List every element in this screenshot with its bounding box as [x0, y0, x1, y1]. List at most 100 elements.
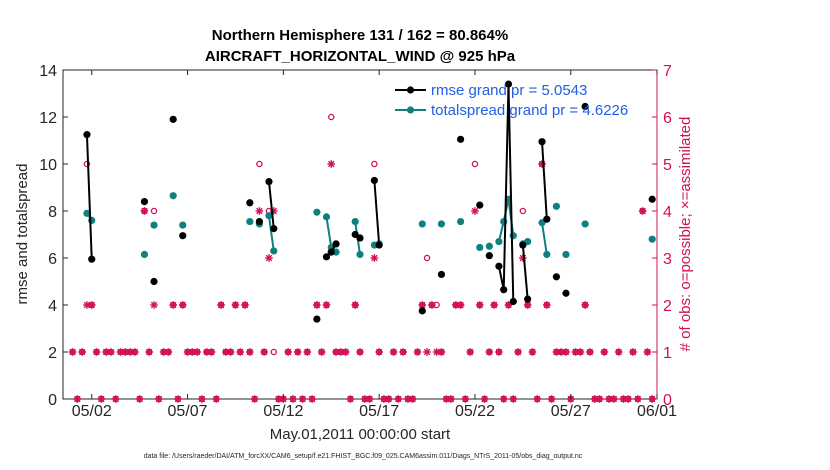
- rmse-point: [648, 195, 656, 203]
- obs-assimilated-stroke: [601, 348, 608, 356]
- obs-assimilated-stroke: [313, 301, 321, 309]
- obs-assimilated-marker: [83, 301, 91, 309]
- obs-assimilated-marker: [135, 395, 144, 403]
- obs-assimilated-marker: [447, 395, 455, 403]
- obs-possible-marker: [328, 113, 335, 121]
- obs-assimilated-marker: [222, 348, 230, 356]
- obs-assimilated-marker: [351, 301, 360, 309]
- obs-assimilated-marker: [384, 395, 393, 403]
- obs-assimilated-stroke: [237, 348, 244, 356]
- totalspread-line: [267, 215, 275, 252]
- obs-assimilated-stroke: [610, 395, 618, 403]
- obs-assimilated-marker: [547, 395, 556, 403]
- rmse-point: [322, 253, 331, 261]
- obs-assimilated-stroke: [500, 395, 507, 403]
- obs-assimilated-stroke: [222, 348, 230, 356]
- obs-assimilated-marker: [145, 348, 154, 356]
- obs-assimilated-stroke: [117, 348, 124, 356]
- rmse-point: [375, 241, 383, 249]
- obs-assimilated-marker: [605, 395, 613, 403]
- series-layer: [83, 80, 656, 323]
- obs-assimilated-marker: [73, 395, 82, 403]
- rmse-point: [150, 277, 158, 286]
- obs-assimilated-marker: [428, 301, 436, 309]
- obs-assimilated-stroke: [481, 395, 488, 403]
- obs-assimilated-marker: [543, 301, 551, 309]
- totalspread-point: [495, 237, 503, 246]
- obs-assimilated-stroke: [572, 348, 579, 356]
- obs-assimilated-marker: [140, 207, 149, 215]
- legend-rmse-marker: [406, 86, 415, 94]
- totalspread-point: [648, 235, 656, 243]
- totalspread-point: [351, 217, 359, 226]
- obs-assimilated-stroke: [447, 395, 455, 403]
- obs-assimilated-marker: [509, 395, 518, 403]
- obs-assimilated-marker: [164, 348, 173, 356]
- x-tick-label: 05/02: [72, 403, 112, 420]
- obs-assimilated-stroke: [256, 207, 263, 215]
- totalspread-line: [541, 222, 548, 255]
- obs-assimilated-stroke: [414, 348, 421, 356]
- obs-assimilated-stroke: [476, 301, 483, 309]
- obs-assimilated-stroke: [323, 301, 330, 309]
- totalspread-point: [418, 220, 426, 228]
- obs-assimilated-stroke: [639, 207, 646, 215]
- obs-assimilated-stroke: [371, 254, 378, 262]
- obs-assimilated-marker: [317, 348, 326, 356]
- rmse-point: [255, 217, 264, 226]
- y-right-tick-label: 5: [663, 157, 672, 174]
- data-file-footer: data file: /Users/raeder/DAI/ATM_forcXX/…: [144, 453, 583, 460]
- obs-assimilated-stroke: [625, 395, 632, 403]
- obs-assimilated-stroke: [299, 395, 306, 403]
- rmse-point: [313, 315, 321, 323]
- obs-assimilated-stroke: [409, 395, 416, 403]
- y-right-tick-label: 3: [663, 251, 672, 268]
- obs-assimilated-marker: [629, 348, 637, 356]
- obs-assimilated-stroke: [328, 160, 335, 168]
- obs-assimilated-stroke: [375, 348, 383, 356]
- obs-assimilated-marker: [475, 301, 484, 309]
- obs-assimilated-marker: [193, 348, 201, 356]
- obs-assimilated-stroke: [634, 395, 642, 403]
- obs-assimilated-stroke: [294, 348, 301, 356]
- totalspread-point: [562, 250, 570, 259]
- obs-assimilated-marker: [231, 301, 240, 309]
- obs-assimilated-stroke: [337, 348, 345, 356]
- totalspread-point: [150, 221, 158, 229]
- obs-assimilated-stroke: [514, 348, 522, 356]
- obs-assimilated-stroke: [304, 348, 311, 356]
- rmse-line: [373, 180, 381, 246]
- obs-assimilated-marker: [217, 301, 225, 309]
- obs-assimilated-stroke: [390, 348, 397, 356]
- obs-assimilated-marker: [408, 395, 417, 403]
- rmse-line: [497, 84, 515, 302]
- obs-assimilated-stroke: [165, 348, 172, 356]
- y-left-tick-label: 6: [48, 251, 57, 268]
- obs-assimilated-stroke: [203, 348, 210, 356]
- rmse-point: [500, 286, 508, 294]
- legend: rmse grand pr = 5.0543 totalspread grand…: [395, 82, 628, 119]
- obs-assimilated-stroke: [596, 395, 603, 403]
- obs-assimilated-marker: [150, 301, 158, 309]
- rmse-point: [88, 255, 96, 263]
- obs-assimilated-marker: [178, 301, 187, 309]
- rmse-point: [552, 273, 561, 281]
- obs-assimilated-stroke: [69, 348, 76, 356]
- obs-assimilated-marker: [490, 301, 498, 309]
- rmse-point: [169, 115, 177, 123]
- obs-assimilated-stroke: [524, 301, 531, 309]
- obs-assimilated-stroke: [366, 395, 373, 403]
- obs-assimilated-stroke: [361, 395, 369, 403]
- obs-assimilated-marker: [346, 395, 355, 403]
- obs-assimilated-marker: [207, 348, 216, 356]
- legend-spread-marker: [406, 106, 415, 114]
- rmse-point: [179, 232, 187, 240]
- obs-assimilated-stroke: [553, 348, 560, 356]
- obs-assimilated-marker: [246, 348, 254, 356]
- obs-assimilated-stroke: [189, 348, 196, 356]
- obs-assimilated-marker: [595, 395, 604, 403]
- obs-assimilated-stroke: [605, 395, 613, 403]
- obs-assimilated-marker: [226, 348, 235, 356]
- totalspread-point: [270, 247, 278, 255]
- totalspread-point: [313, 208, 321, 216]
